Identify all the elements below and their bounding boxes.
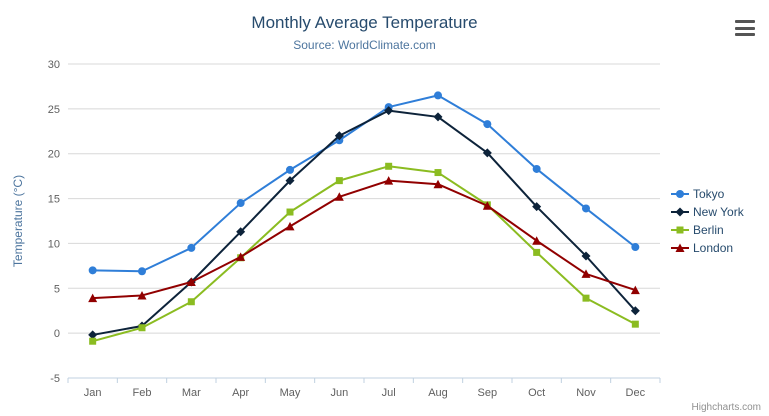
chart-title: Monthly Average Temperature [251, 13, 478, 32]
hamburger-icon [735, 20, 755, 23]
data-point-berlin[interactable] [533, 248, 541, 256]
data-point-new-york[interactable] [581, 251, 591, 261]
x-axis-tick-label: Apr [232, 387, 249, 399]
legend-item-berlin[interactable]: Berlin [671, 223, 724, 237]
export-menu-button[interactable] [735, 19, 755, 37]
legend-marker-berlin[interactable] [676, 226, 684, 234]
data-point-london[interactable] [236, 252, 246, 261]
data-point-london[interactable] [384, 176, 394, 185]
data-point-tokyo[interactable] [631, 243, 640, 252]
data-point-tokyo[interactable] [138, 267, 146, 276]
y-axis-tick-label: 0 [54, 328, 60, 340]
data-point-berlin[interactable] [631, 320, 639, 328]
data-point-london[interactable] [186, 277, 196, 287]
data-point-london[interactable] [334, 192, 344, 201]
data-point-london[interactable] [630, 285, 640, 295]
data-point-berlin[interactable] [385, 162, 393, 170]
y-axis-tick-label: -5 [50, 373, 60, 385]
x-axis-tick-label: Feb [133, 387, 152, 399]
legend-label-new-york: New York [693, 205, 745, 219]
legend-label-london: London [693, 241, 733, 255]
y-axis-tick-label: 15 [48, 194, 60, 206]
series-new-york[interactable] [88, 106, 640, 340]
x-axis-tick-label: Jul [382, 387, 396, 399]
data-point-new-york[interactable] [433, 112, 443, 122]
data-point-tokyo[interactable] [483, 120, 492, 129]
y-axis-tick-label: 30 [48, 59, 60, 71]
highcharts-credit[interactable]: Highcharts.com [691, 402, 761, 413]
series-london[interactable] [88, 176, 640, 303]
data-point-tokyo[interactable] [286, 165, 294, 174]
series-tokyo[interactable] [88, 91, 640, 276]
data-point-berlin[interactable] [286, 208, 294, 216]
data-point-berlin[interactable] [335, 177, 343, 185]
data-point-new-york[interactable] [630, 306, 640, 316]
legend-marker-new-york[interactable] [675, 207, 685, 217]
data-point-new-york[interactable] [285, 176, 295, 186]
series-line-berlin [92, 165, 636, 343]
x-axis-tick-label: Aug [428, 387, 448, 399]
data-point-new-york[interactable] [334, 131, 344, 141]
legend-marker-tokyo[interactable] [676, 190, 684, 198]
data-point-tokyo[interactable] [582, 204, 590, 213]
series-line-tokyo [92, 94, 636, 273]
data-point-tokyo[interactable] [236, 199, 245, 208]
legend-label-tokyo: Tokyo [693, 187, 725, 201]
legend-label-berlin: Berlin [693, 223, 724, 237]
legend-marker-london[interactable] [675, 243, 685, 253]
data-point-new-york[interactable] [384, 106, 394, 116]
data-point-berlin[interactable] [138, 324, 146, 332]
chart-subtitle: Source: WorldClimate.com [293, 38, 436, 52]
x-axis-tick-label: Sep [478, 387, 498, 399]
data-point-tokyo[interactable] [434, 91, 442, 100]
data-point-tokyo[interactable] [532, 164, 541, 173]
legend-item-tokyo[interactable]: Tokyo [671, 187, 725, 201]
data-point-london[interactable] [285, 221, 295, 231]
data-point-berlin[interactable] [582, 294, 590, 302]
data-point-london[interactable] [433, 179, 443, 189]
data-point-new-york[interactable] [532, 202, 542, 212]
data-point-london[interactable] [482, 201, 492, 210]
x-axis-tick-label: Oct [528, 387, 545, 399]
legend: Tokyo New York Berlin London [671, 187, 745, 255]
data-point-tokyo[interactable] [187, 243, 196, 252]
data-point-tokyo[interactable] [88, 266, 97, 275]
y-axis-tick-label: 10 [48, 238, 60, 250]
x-axis-tick-label: Jun [330, 387, 348, 399]
data-point-london[interactable] [581, 269, 591, 278]
hamburger-icon [735, 33, 755, 36]
y-axis-tick-label: 25 [48, 104, 60, 116]
data-point-berlin[interactable] [89, 337, 97, 345]
data-point-berlin[interactable] [187, 298, 195, 306]
x-axis-tick-label: Nov [576, 387, 596, 399]
data-point-london[interactable] [88, 293, 98, 303]
x-axis-tick-label: Mar [182, 387, 201, 399]
series-line-london [92, 179, 636, 300]
data-point-berlin[interactable] [434, 169, 442, 177]
legend-item-london[interactable]: London [671, 241, 733, 255]
data-point-new-york[interactable] [88, 330, 98, 340]
series-line-new-york [92, 109, 637, 336]
data-point-london[interactable] [532, 236, 542, 245]
y-axis-title: Temperature (°C) [11, 175, 25, 267]
hamburger-icon [735, 26, 755, 30]
x-axis-tick-label: Dec [626, 387, 646, 399]
y-axis-tick-label: 5 [54, 283, 60, 295]
data-point-new-york[interactable] [236, 227, 246, 237]
data-point-london[interactable] [137, 290, 147, 300]
x-axis-tick-label: Jan [84, 387, 102, 399]
y-axis-tick-label: 20 [48, 149, 60, 161]
x-axis-tick-label: May [280, 387, 301, 399]
data-point-new-york[interactable] [482, 148, 492, 158]
legend-item-new-york[interactable]: New York [671, 205, 745, 219]
